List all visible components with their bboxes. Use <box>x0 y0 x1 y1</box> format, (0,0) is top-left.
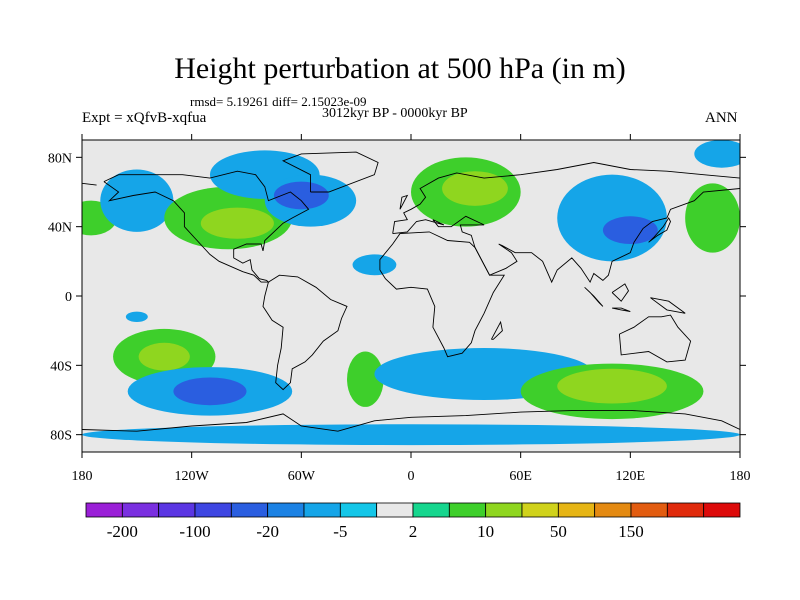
colorbar-box <box>194 502 232 518</box>
colorbar-box <box>158 502 196 518</box>
anomaly-north-pacific-negative <box>100 169 174 232</box>
colorbar-box <box>630 502 668 518</box>
longitude-axis: 180 120W 60W 0 60E 120E 180 <box>72 134 751 484</box>
coastline-4 <box>82 182 97 186</box>
anomaly-west-pacific-positive <box>685 183 740 253</box>
coastline-0 <box>103 170 310 283</box>
colorbar-box <box>230 502 269 518</box>
colorbar-label: 50 <box>550 522 567 541</box>
lon-tick-label: 0 <box>408 469 415 484</box>
coastline-6 <box>281 151 379 193</box>
colorbar-label: 2 <box>409 522 418 541</box>
anomaly-tropical-pacific-negative <box>125 311 148 322</box>
colorbar-box <box>339 502 378 518</box>
colorbar-box <box>376 502 414 518</box>
colorbar-label: 10 <box>477 522 494 541</box>
anomaly-asia-negative <box>557 174 667 262</box>
coastline-14 <box>650 297 686 314</box>
coastline-10 <box>491 320 503 340</box>
coastline-7 <box>399 194 409 210</box>
anomaly-europe-positive-core <box>442 171 508 206</box>
anomaly-south-pacific-positive-core <box>138 342 190 371</box>
coastline-13 <box>611 283 630 302</box>
colorbar-label: -5 <box>333 522 347 541</box>
coastlines <box>82 151 740 432</box>
anomaly-indian-ocean-positive-core <box>557 368 667 404</box>
colorbar-box <box>521 502 559 518</box>
anomaly-north-america-positive-core <box>200 207 274 239</box>
anomaly-asia-negative-core <box>602 216 658 244</box>
anomaly-north-atlantic-negative-core <box>273 181 329 210</box>
colorbar: -200 -100 -20 -5 2 10 50 150 <box>85 502 741 541</box>
coastline-11 <box>584 286 604 307</box>
anomaly-layer <box>82 140 740 446</box>
colorbar-box <box>412 502 450 518</box>
lat-tick-label: 80S <box>50 429 72 444</box>
lon-tick-label: 60E <box>509 469 532 484</box>
lat-tick-label: 40S <box>50 359 72 374</box>
colorbar-box <box>666 502 705 518</box>
coastline-12 <box>612 307 631 313</box>
lon-tick-label: 180 <box>72 469 93 484</box>
colorbar-box <box>267 502 305 518</box>
colorbar-label: -100 <box>179 522 210 541</box>
coastline-1 <box>262 274 348 391</box>
anomaly-south-pacific-negative-core <box>173 377 247 406</box>
anomaly-antarctic-negative <box>82 424 740 446</box>
colorbar-box <box>557 502 596 518</box>
coastline-15 <box>82 409 740 432</box>
coastline-2 <box>379 231 506 358</box>
colorbar-box <box>485 502 523 518</box>
coastline-9 <box>618 314 692 363</box>
colorbar-box <box>448 502 487 518</box>
colorbar-label: 150 <box>618 522 644 541</box>
colorbar-box <box>703 502 741 518</box>
colorbar-label: -200 <box>107 522 138 541</box>
coastline-8 <box>648 217 671 243</box>
lon-tick-label: 120E <box>616 469 646 484</box>
season-label: ANN <box>705 110 738 126</box>
plot-title: Height perturbation at 500 hPa (in m) <box>174 52 626 85</box>
lat-tick-label: 0 <box>65 290 72 305</box>
anomaly-arctic-pacific-negative <box>694 140 740 168</box>
lon-tick-label: 120W <box>175 469 210 484</box>
colorbar-label: -20 <box>256 522 279 541</box>
anomaly-south-atlantic-positive <box>347 351 384 407</box>
period-label: 3012kyr BP - 0000kyr BP <box>322 106 468 121</box>
coastline-3 <box>392 162 740 234</box>
lon-tick-label: 180 <box>730 469 751 484</box>
lon-tick-label: 60W <box>288 469 316 484</box>
colorbar-box <box>121 502 160 518</box>
lat-tick-label: 40N <box>48 221 72 236</box>
latitude-axis: 80N 40N 0 40S 80S <box>48 151 746 444</box>
experiment-label: Expt = xQfvB-xqfua <box>82 110 207 126</box>
coastline-5 <box>392 188 740 284</box>
lat-tick-label: 80N <box>48 151 72 166</box>
colorbar-box <box>594 502 632 518</box>
colorbar-box <box>303 502 341 518</box>
stats-text: rmsd= 5.19261 diff= 2.15023e-09 <box>190 94 367 109</box>
colorbar-box <box>85 502 123 518</box>
anomaly-subtropical-atlantic-negative <box>352 254 397 276</box>
